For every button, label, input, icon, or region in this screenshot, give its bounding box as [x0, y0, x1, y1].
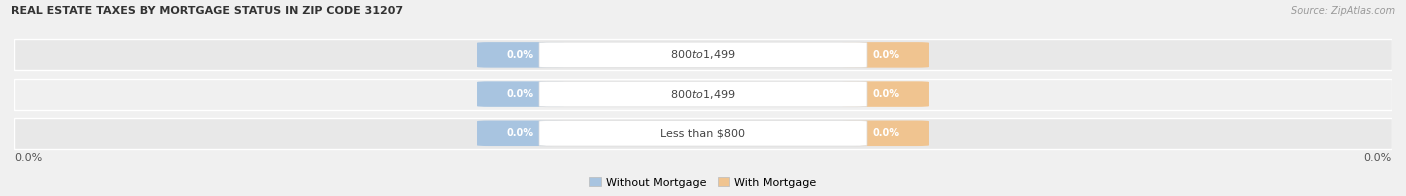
- Bar: [14, 39, 1392, 70]
- Bar: [14, 79, 1392, 110]
- Text: 0.0%: 0.0%: [1364, 153, 1392, 163]
- FancyBboxPatch shape: [477, 121, 564, 146]
- Legend: Without Mortgage, With Mortgage: Without Mortgage, With Mortgage: [585, 173, 821, 192]
- Bar: [14, 118, 1392, 149]
- FancyBboxPatch shape: [538, 81, 868, 107]
- Text: 0.0%: 0.0%: [508, 128, 534, 138]
- Text: Source: ZipAtlas.com: Source: ZipAtlas.com: [1291, 6, 1395, 16]
- Text: 0.0%: 0.0%: [508, 89, 534, 99]
- Text: 0.0%: 0.0%: [872, 89, 898, 99]
- Text: 0.0%: 0.0%: [872, 50, 898, 60]
- Text: REAL ESTATE TAXES BY MORTGAGE STATUS IN ZIP CODE 31207: REAL ESTATE TAXES BY MORTGAGE STATUS IN …: [11, 6, 404, 16]
- FancyBboxPatch shape: [538, 42, 868, 68]
- Text: 0.0%: 0.0%: [872, 128, 898, 138]
- Text: 0.0%: 0.0%: [14, 153, 42, 163]
- Text: $800 to $1,499: $800 to $1,499: [671, 48, 735, 61]
- Text: $800 to $1,499: $800 to $1,499: [671, 88, 735, 101]
- FancyBboxPatch shape: [842, 121, 929, 146]
- FancyBboxPatch shape: [842, 81, 929, 107]
- Text: Less than $800: Less than $800: [661, 128, 745, 138]
- Text: 0.0%: 0.0%: [508, 50, 534, 60]
- FancyBboxPatch shape: [477, 42, 564, 68]
- FancyBboxPatch shape: [842, 42, 929, 68]
- FancyBboxPatch shape: [538, 121, 868, 146]
- FancyBboxPatch shape: [477, 81, 564, 107]
